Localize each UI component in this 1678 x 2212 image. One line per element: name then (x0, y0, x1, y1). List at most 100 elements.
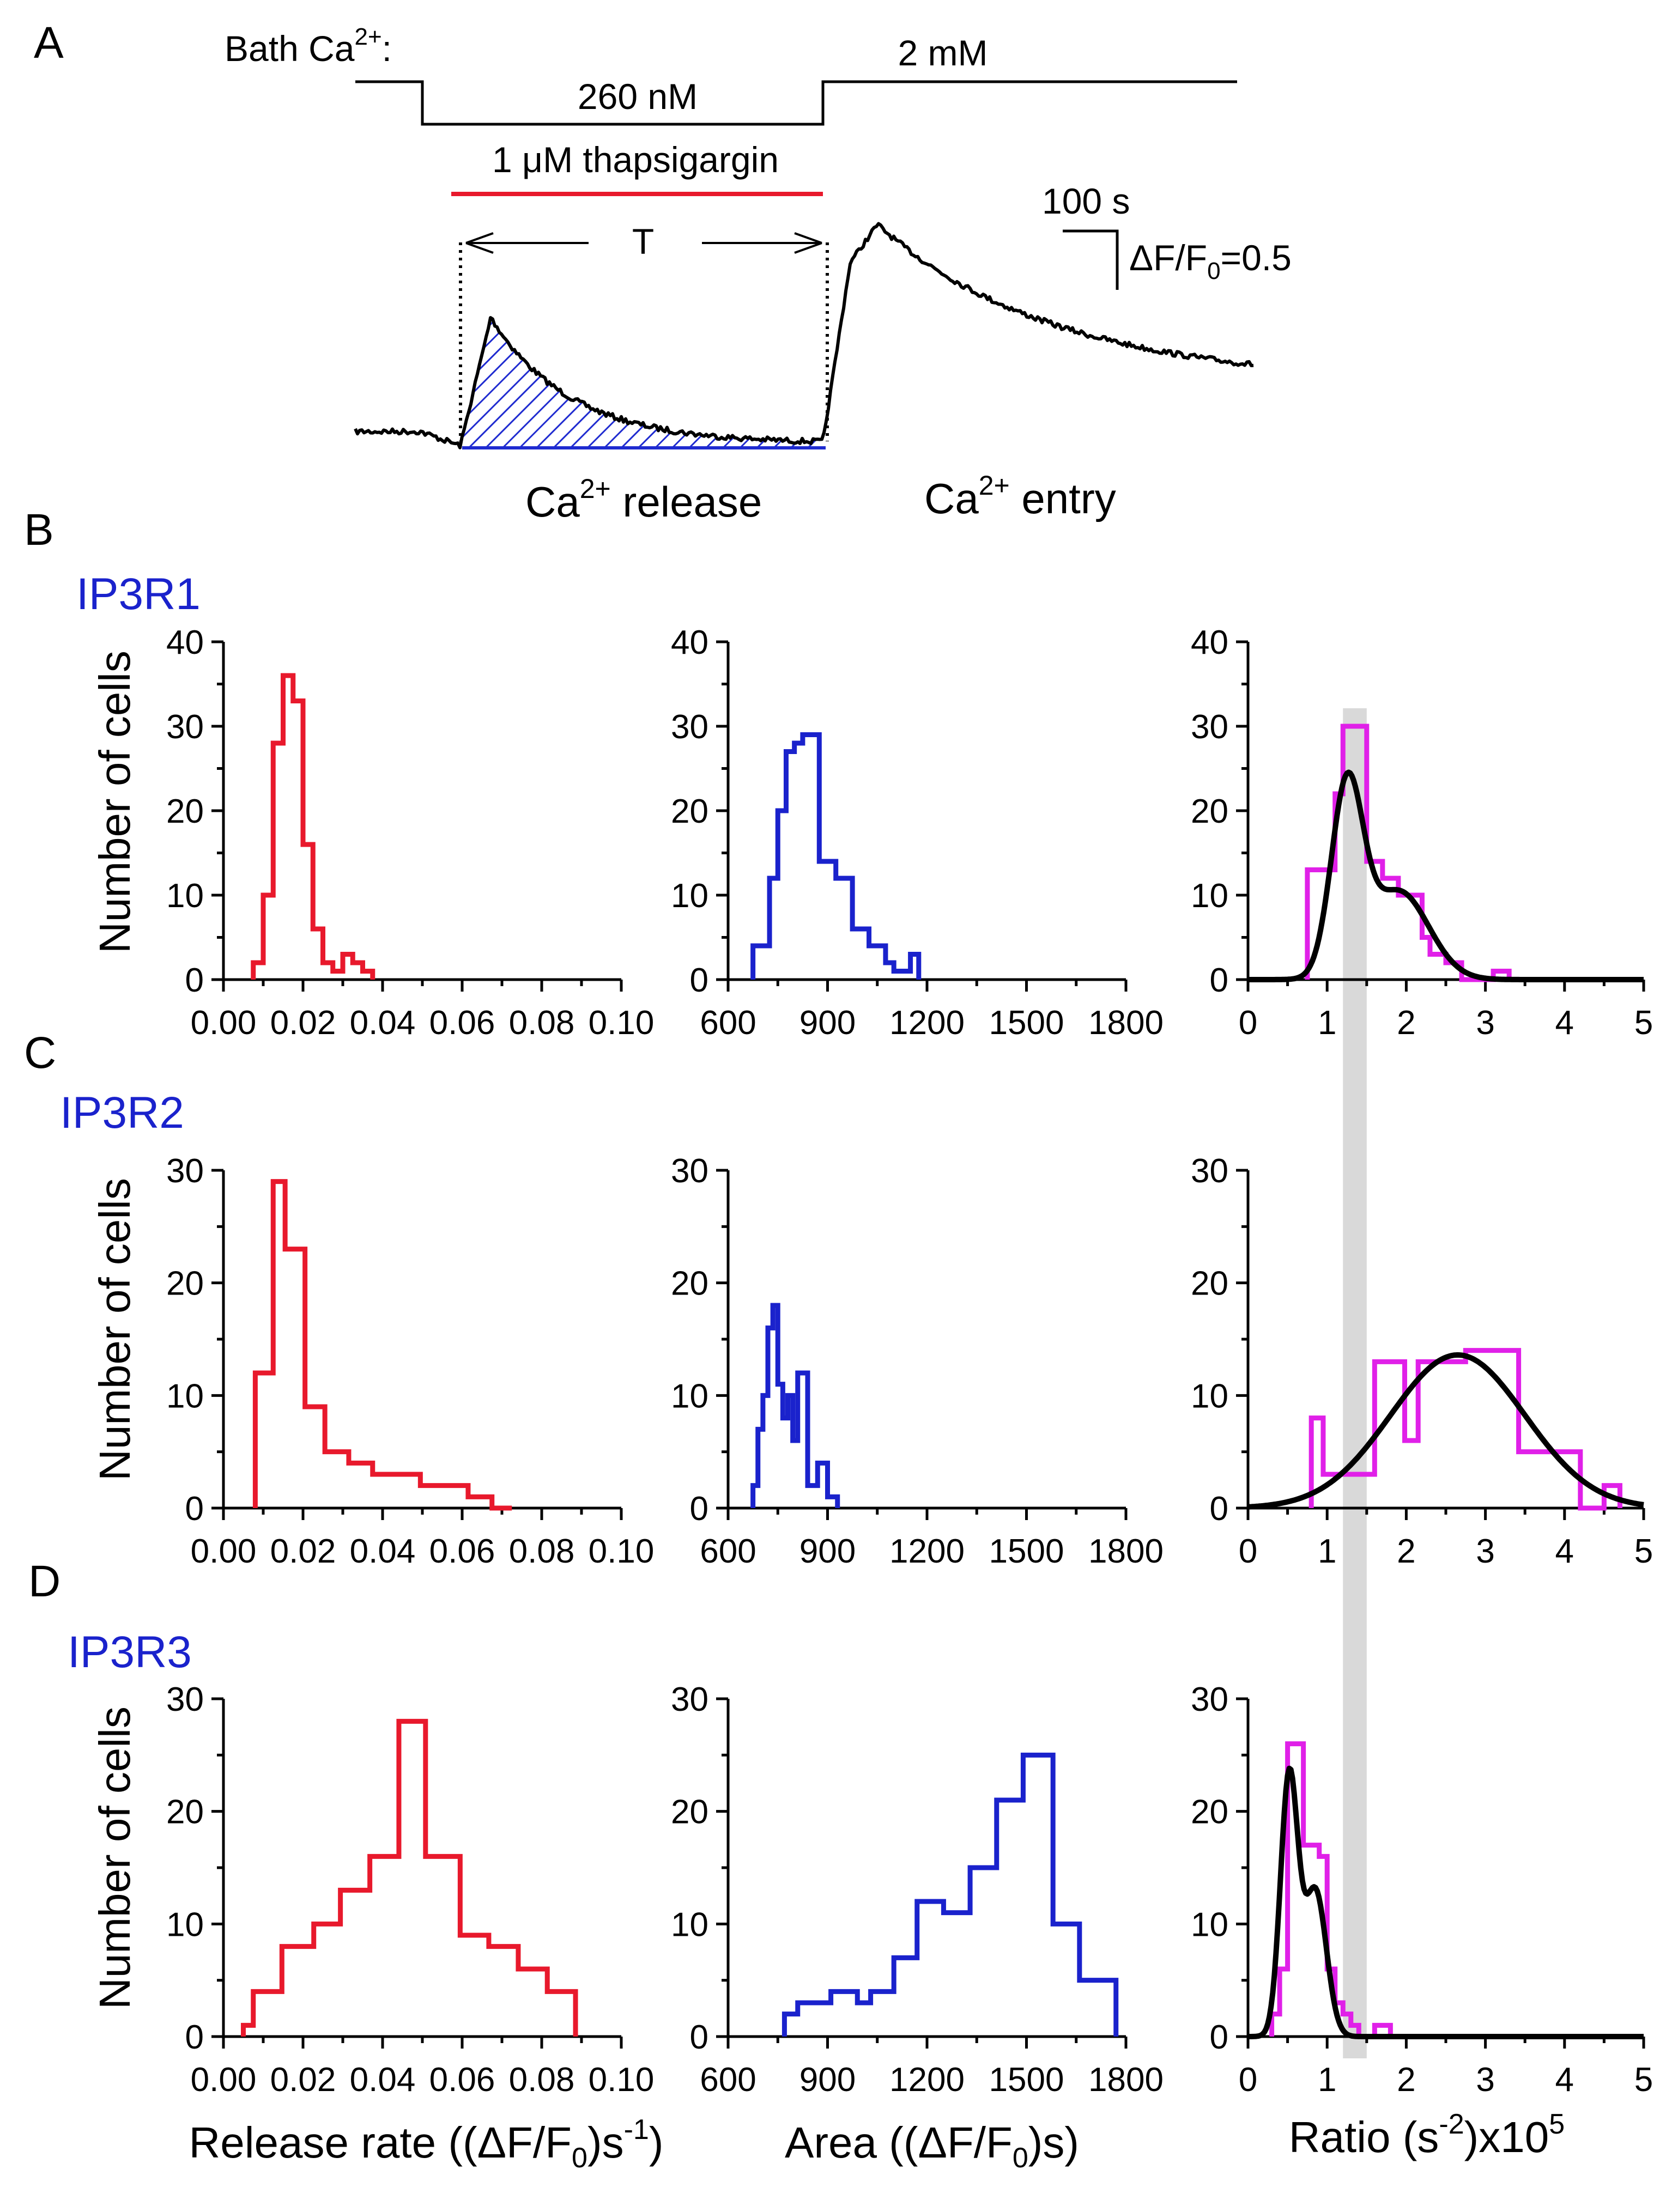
y-tick-label-B-area: 40 (671, 624, 708, 661)
bath-ca-colon: : (382, 28, 392, 69)
scale-bar (1063, 229, 1119, 290)
x-tick-label-B-rate: 0.08 (509, 1004, 575, 1042)
x-tick-label-B-ratio: 1 (1318, 1004, 1336, 1042)
x-rate-pre: Release rate ((ΔF/F (189, 2118, 572, 2167)
y-tick-label-D-rate: 30 (166, 1681, 204, 1718)
x-tick-label-D-rate: 0.06 (429, 2061, 495, 2099)
histogram-B-rate (251, 673, 375, 980)
y-tick-label-D-ratio: 0 (1210, 2019, 1228, 2056)
y-tick-label-D-rate: 10 (166, 1906, 204, 1943)
scale-df-sub: 0 (1207, 258, 1220, 284)
scale-df-label: ΔF/F0=0.5 (1129, 238, 1292, 284)
x-tick-label-C-rate: 0.08 (509, 1533, 575, 1570)
y-tick-label-B-ratio: 0 (1210, 962, 1228, 999)
x-tick-label-D-ratio: 1 (1318, 2061, 1336, 2099)
x-tick-label-D-rate: 0.00 (191, 2061, 257, 2099)
x-rate-post: ) (649, 2118, 664, 2167)
x-tick-label-C-rate: 0.04 (350, 1533, 416, 1570)
x-tick-label-C-rate: 0.10 (589, 1533, 655, 1570)
x-tick-label-D-rate: 0.02 (270, 2061, 336, 2099)
fit-curve-B-ratio (1247, 769, 1645, 982)
panel-a: A Bath Ca2+: 260 nM 2 mM 1 μM thapsigarg… (34, 18, 1292, 526)
x-area-post: )s) (1028, 2118, 1079, 2167)
x-axis-title-area: Area ((ΔF/F0)s) (785, 2118, 1079, 2174)
chart-C-ratio: 0 1 2 3 4 5 0 10 20 30 (1191, 1152, 1653, 1570)
x-tick-label-D-ratio: 5 (1634, 2061, 1653, 2099)
x-tick-label-C-rate: 0.02 (270, 1533, 336, 1570)
y-tick-label-B-rate: 0 (185, 962, 204, 999)
x-ratio-sup: -2 (1439, 2108, 1464, 2140)
y-tick-label-B-area: 20 (671, 793, 708, 830)
x-tick-label-D-area: 1200 (889, 2061, 965, 2099)
chart-D-rate: 0.00 0.02 0.04 0.06 0.08 0.10 0 10 20 30 (166, 1681, 654, 2099)
chart-B-ratio: 0 1 2 3 4 5 0 10 20 30 40 (1191, 624, 1653, 1042)
x-tick-label-B-area: 900 (799, 1004, 856, 1042)
calcium-trace (354, 222, 1254, 449)
y-tick-label-B-area: 0 (690, 962, 708, 999)
entry-sup: 2+ (979, 470, 1010, 501)
y-tick-label-C-area: 10 (671, 1377, 708, 1415)
entry-pre: Ca (924, 475, 979, 522)
chart-C-area: 600 900 1200 1500 1800 0 10 20 30 (671, 1152, 1164, 1570)
shared-ratio-band (1343, 708, 1367, 2058)
x-tick-label-C-area: 1500 (989, 1533, 1064, 1570)
t-label: T (632, 221, 654, 262)
x-tick-label-C-ratio: 5 (1634, 1533, 1653, 1570)
fit-curve-C-ratio (1247, 1352, 1645, 1510)
x-tick-label-B-area: 1200 (889, 1004, 965, 1042)
high-ca-label: 2 mM (898, 33, 988, 73)
scale-df-pre: ΔF/F (1129, 238, 1207, 278)
panel-letter-a: A (34, 18, 64, 68)
y-tick-label-D-rate: 0 (185, 2019, 204, 2056)
y-tick-label-D-area: 20 (671, 1794, 708, 1831)
x-tick-label-D-rate: 0.08 (509, 2061, 575, 2099)
t-arrowhead-right-icon (794, 232, 822, 254)
y-axis-title-d: Number of cells (90, 1706, 139, 2009)
release-sup: 2+ (580, 473, 611, 504)
histogram-D-area (782, 1752, 1119, 2037)
histogram-B-ratio (1305, 724, 1512, 982)
x-axis-title-rate: Release rate ((ΔF/F0)s-1) (189, 2114, 664, 2174)
y-tick-label-C-rate: 30 (166, 1152, 204, 1190)
y-tick-label-C-area: 20 (671, 1265, 708, 1303)
y-tick-label-B-ratio: 40 (1191, 624, 1228, 661)
release-area-hatch (462, 318, 826, 448)
y-tick-label-D-area: 10 (671, 1906, 708, 1943)
y-tick-label-D-ratio: 20 (1191, 1794, 1228, 1831)
x-tick-label-B-rate: 0.00 (191, 1004, 257, 1042)
x-tick-label-B-ratio: 0 (1239, 1004, 1257, 1042)
histogram-C-rate (252, 1179, 512, 1511)
histogram-C-area (750, 1303, 840, 1508)
x-ratio-pre: Ratio (s (1289, 2113, 1439, 2161)
bath-protocol-line (355, 80, 1237, 126)
y-tick-label-D-ratio: 10 (1191, 1906, 1228, 1943)
x-tick-label-B-ratio: 4 (1555, 1004, 1574, 1042)
x-tick-label-B-area: 1500 (989, 1004, 1064, 1042)
y-tick-label-C-rate: 0 (185, 1490, 204, 1528)
x-tick-label-B-area: 1800 (1088, 1004, 1164, 1042)
x-tick-label-C-rate: 0.06 (429, 1533, 495, 1570)
y-tick-label-C-rate: 10 (166, 1377, 204, 1415)
histogram-B-area (750, 732, 922, 980)
x-tick-label-D-area: 600 (700, 2061, 756, 2099)
x-tick-label-C-ratio: 3 (1476, 1533, 1494, 1570)
y-axis-title-b: Number of cells (90, 651, 139, 953)
y-tick-label-C-area: 30 (671, 1152, 708, 1190)
panel-letter-c: C (24, 1028, 56, 1078)
x-rate-mid: )s (587, 2118, 624, 2167)
y-tick-label-C-ratio: 0 (1210, 1490, 1228, 1528)
release-post: release (611, 478, 762, 526)
y-tick-label-D-ratio: 30 (1191, 1681, 1228, 1718)
bath-ca-label: Bath Ca2+: (225, 23, 392, 69)
scale-time-label: 100 s (1042, 181, 1130, 221)
x-tick-label-D-ratio: 3 (1476, 2061, 1494, 2099)
x-rate-sup: -1 (624, 2114, 649, 2146)
x-tick-label-C-area: 1200 (889, 1533, 965, 1570)
x-tick-label-D-ratio: 2 (1397, 2061, 1415, 2099)
x-tick-label-B-ratio: 5 (1634, 1004, 1653, 1042)
bath-ca-sup: 2+ (354, 23, 381, 50)
y-axis-title-c: Number of cells (90, 1178, 139, 1481)
x-tick-label-C-ratio: 2 (1397, 1533, 1415, 1570)
